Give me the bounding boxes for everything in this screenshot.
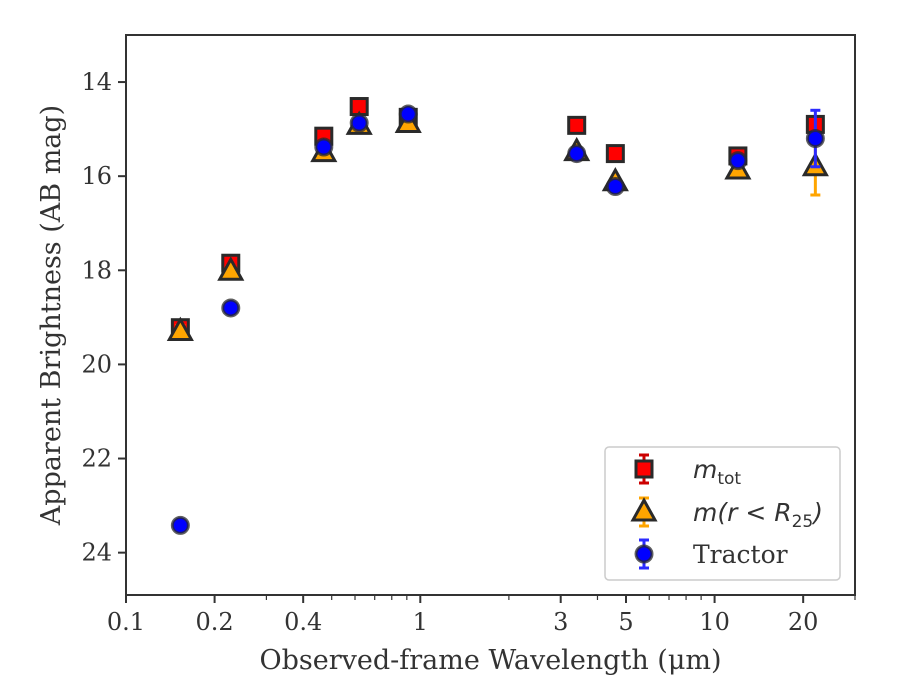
legend-label-subscript: 25 (792, 512, 814, 532)
x-tick-label: 10 (699, 608, 730, 636)
legend-label-rest: ) (811, 498, 823, 527)
series-3-point (170, 515, 190, 535)
x-tick-label: 0.2 (196, 608, 234, 636)
x-tick-label: 5 (618, 608, 633, 636)
series-3-point (314, 137, 334, 157)
series-3-point (349, 113, 369, 133)
y-tick-label: 24 (81, 539, 112, 567)
legend-marker-3 (634, 544, 654, 564)
y-axis-label: Apparent Brightness (AB mag) (36, 105, 67, 526)
legend-label-main: Tractor (693, 540, 788, 569)
series-1-point (567, 115, 587, 135)
legend-label-3: Tractor (693, 540, 788, 569)
series-3-point (567, 144, 587, 164)
legend-label-main: m(r < R (693, 498, 792, 527)
series-1-point (605, 144, 625, 164)
y-tick-label: 20 (81, 350, 112, 378)
x-tick-label: 3 (553, 608, 568, 636)
x-tick-label: 1 (413, 608, 428, 636)
series-3 (170, 104, 825, 535)
legend-label-1: mtot (693, 455, 741, 489)
series-3-point (605, 177, 625, 197)
legend-box (604, 446, 841, 581)
legend-marker-2 (630, 497, 658, 522)
series-3-point (221, 298, 241, 318)
series-3-point (398, 104, 418, 124)
axis-ticks: 0.1 0.2 0.4 1 3 5 10 20 14 16 18 20 22 24 (81, 68, 856, 636)
legend-label-2: m(r < R25) (693, 498, 823, 532)
x-tick-label: 0.1 (107, 608, 145, 636)
legend: mtot m(r < R25) Tractor (604, 446, 841, 581)
x-axis-label: Observed-frame Wavelength (μm) (259, 645, 721, 676)
legend-label-subscript: tot (717, 469, 741, 489)
x-tick-label: 20 (788, 608, 819, 636)
series-2-point (166, 316, 194, 341)
y-tick-label: 18 (81, 256, 112, 284)
y-tick-label: 22 (81, 445, 112, 473)
series-2-point (217, 256, 245, 281)
series-3-point (728, 151, 748, 171)
legend-label-main: m (693, 455, 717, 484)
y-tick-label: 14 (81, 68, 112, 96)
series-3-point (805, 129, 825, 149)
x-tick-label: 0.4 (284, 608, 322, 636)
legend-marker-1 (634, 459, 654, 479)
data-marks (166, 97, 829, 535)
plot-frame (125, 34, 856, 596)
y-tick-label: 16 (81, 162, 112, 190)
